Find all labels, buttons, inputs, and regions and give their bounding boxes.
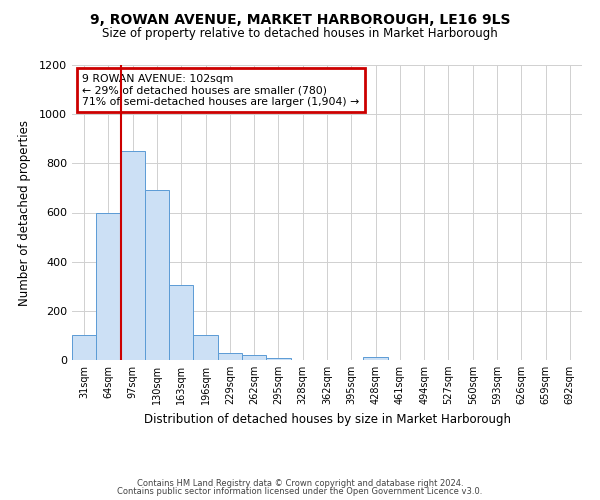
Bar [96,212,121,360]
Bar [121,151,145,360]
Bar [169,285,193,360]
Y-axis label: Number of detached properties: Number of detached properties [17,120,31,306]
X-axis label: Distribution of detached houses by size in Market Harborough: Distribution of detached houses by size … [143,412,511,426]
Text: 9 ROWAN AVENUE: 102sqm
← 29% of detached houses are smaller (780)
71% of semi-de: 9 ROWAN AVENUE: 102sqm ← 29% of detached… [82,74,359,107]
Text: Contains HM Land Registry data © Crown copyright and database right 2024.: Contains HM Land Registry data © Crown c… [137,478,463,488]
Bar [266,358,290,360]
Bar [145,190,169,360]
Bar [242,354,266,360]
Text: 9, ROWAN AVENUE, MARKET HARBOROUGH, LE16 9LS: 9, ROWAN AVENUE, MARKET HARBOROUGH, LE16… [90,12,510,26]
Bar [72,336,96,360]
Text: Contains public sector information licensed under the Open Government Licence v3: Contains public sector information licen… [118,487,482,496]
Text: Size of property relative to detached houses in Market Harborough: Size of property relative to detached ho… [102,28,498,40]
Bar [193,336,218,360]
Bar [364,357,388,360]
Bar [218,352,242,360]
